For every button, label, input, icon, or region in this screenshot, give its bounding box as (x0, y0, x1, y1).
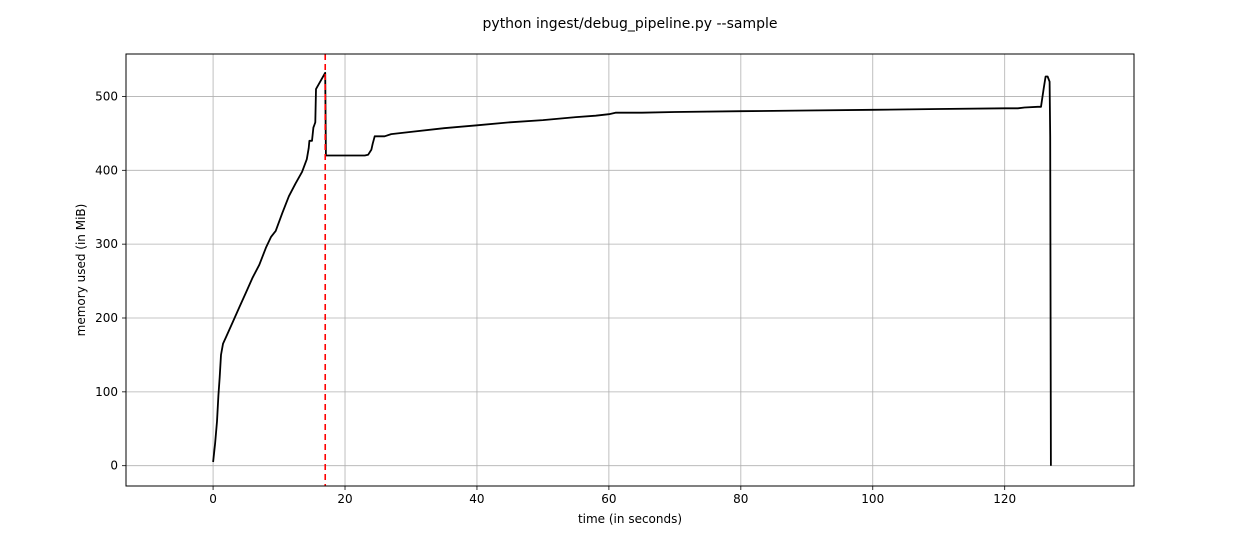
x-axis-ticks: 0 20 40 60 80 100 120 (209, 486, 1016, 506)
x-tick-label: 100 (861, 492, 884, 506)
y-tick-label: 400 (95, 163, 118, 177)
y-tick-label: 200 (95, 311, 118, 325)
y-axis-label: memory used (in MiB) (74, 204, 88, 337)
x-axis-label: time (in seconds) (578, 512, 682, 526)
y-axis-ticks: 0 100 200 300 400 500 (95, 89, 126, 473)
memory-series-line (212, 71, 1052, 466)
plot-area-frame (125, 53, 1135, 487)
y-tick-label: 300 (95, 237, 118, 251)
x-tick-label: 120 (993, 492, 1016, 506)
x-tick-label: 0 (209, 492, 217, 506)
x-tick-label: 80 (733, 492, 748, 506)
y-tick-label: 500 (95, 89, 118, 103)
x-tick-label: 40 (469, 492, 484, 506)
series-layer (212, 71, 1052, 466)
y-tick-label: 0 (110, 459, 118, 473)
x-tick-label: 60 (601, 492, 616, 506)
x-tick-label: 20 (337, 492, 352, 506)
y-tick-label: 100 (95, 385, 118, 399)
chart-title: python ingest/debug_pipeline.py --sample (483, 16, 778, 32)
grid-lines (126, 54, 1134, 486)
